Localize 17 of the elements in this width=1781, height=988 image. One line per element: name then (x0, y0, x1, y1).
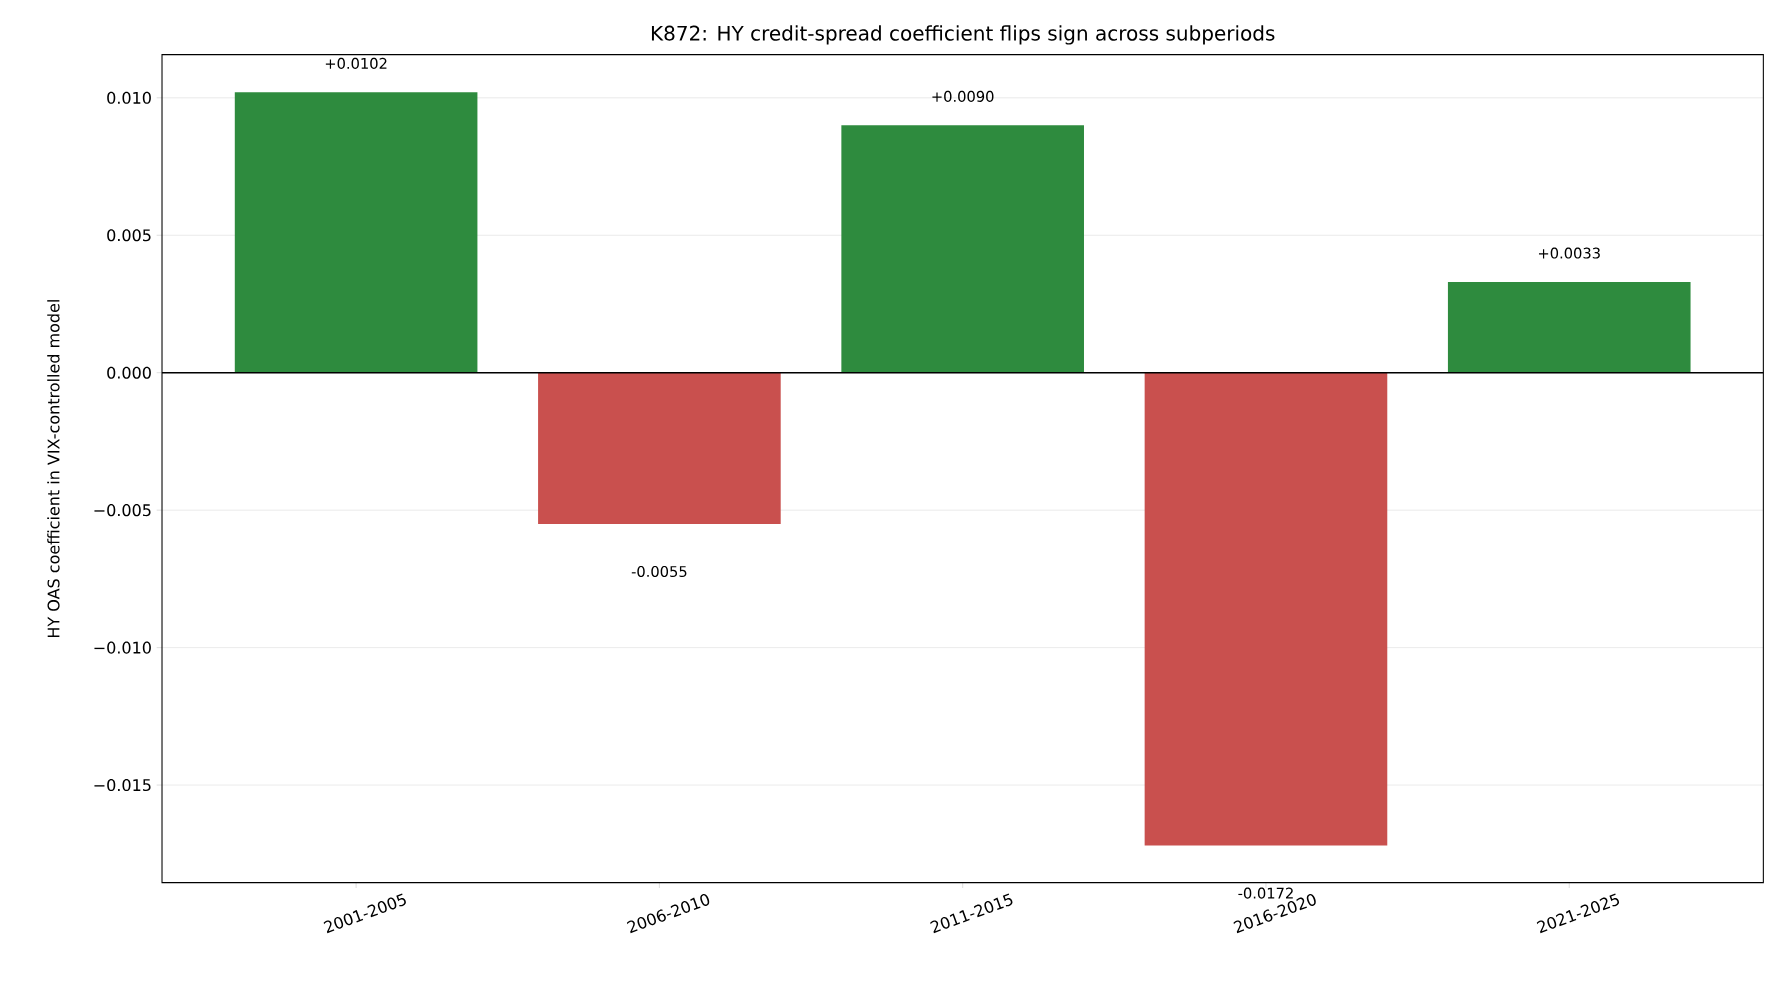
bar (538, 372, 781, 524)
chart-title: K872: HY credit-spread coefficient flips sign across subperiods (651, 25, 1275, 45)
y-tick-label: −0.015 (94, 779, 151, 792)
data-label: +0.0033 (1538, 247, 1600, 259)
y-tick-label: 0.000 (107, 366, 151, 379)
y-tick-label: −0.005 (94, 504, 151, 517)
bar (234, 92, 478, 373)
bar (1447, 282, 1691, 373)
y-tick-label: −0.010 (94, 641, 151, 654)
data-label: +0.0102 (325, 57, 387, 69)
bar (841, 125, 1084, 373)
bar (1144, 372, 1388, 846)
y-axis-title: HY OAS coefficient in VIX-controlled model (47, 300, 60, 638)
data-label: +0.0090 (932, 90, 994, 102)
data-label: -0.0055 (631, 565, 687, 578)
y-tick-label: 0.005 (107, 229, 151, 242)
y-tick-label: 0.010 (107, 91, 151, 104)
